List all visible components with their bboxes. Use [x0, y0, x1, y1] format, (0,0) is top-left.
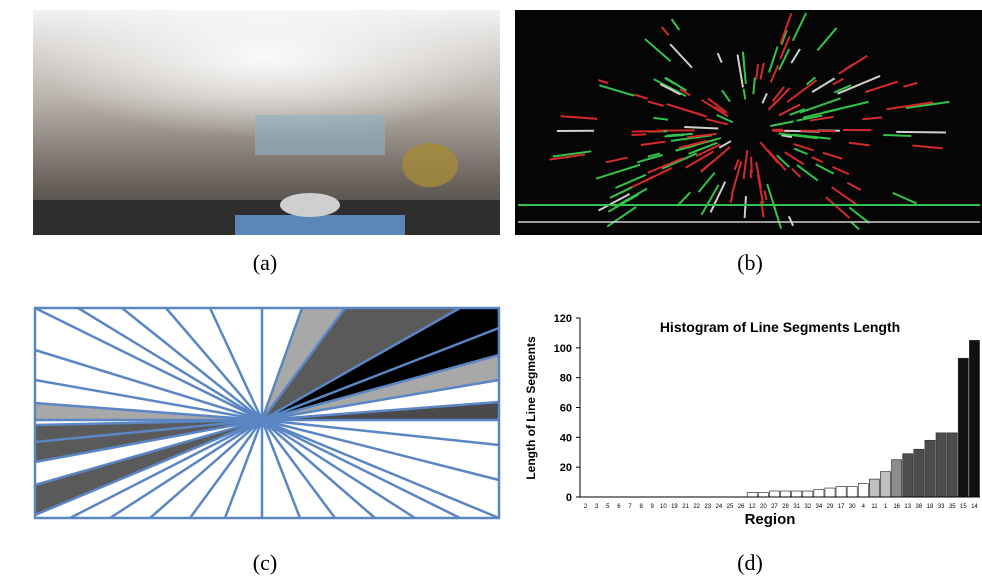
bar: [814, 490, 824, 497]
bar: [869, 479, 879, 497]
y-tick-label: 0: [566, 492, 572, 504]
x-tick-label: 22: [693, 504, 700, 510]
edge-stroke: [896, 132, 946, 133]
radial-diagram: [35, 308, 499, 518]
y-tick-label: 100: [554, 343, 572, 355]
x-tick-label: 20: [760, 504, 767, 510]
bar: [925, 440, 935, 497]
x-tick-label: 13: [904, 504, 911, 510]
x-tick-label: 29: [827, 504, 834, 510]
bar: [758, 493, 768, 497]
x-tick-label: 30: [849, 504, 856, 510]
x-tick-label: 27: [771, 504, 778, 510]
bar: [881, 472, 891, 497]
edge-stroke: [631, 134, 646, 135]
bar: [958, 358, 968, 497]
x-tick-label: 34: [816, 504, 823, 510]
bar: [858, 484, 868, 497]
x-tick-label: 11: [871, 504, 878, 510]
x-tick-label: 6: [617, 504, 621, 510]
bar: [781, 491, 791, 497]
x-tick-label: 7: [628, 504, 632, 510]
y-tick-label: 20: [560, 462, 572, 474]
bar-chart: Histogram of Line Segments Length Region…: [524, 313, 980, 528]
bar: [769, 491, 779, 497]
caption: (c): [253, 550, 277, 575]
y-tick-label: 120: [554, 313, 572, 325]
bar: [903, 454, 913, 497]
x-tick-label: 31: [793, 504, 800, 510]
bar: [947, 433, 957, 497]
x-tick-label: 16: [893, 504, 900, 510]
bar: [836, 487, 846, 497]
x-tick-label: 2: [584, 504, 588, 510]
x-tick-label: 26: [738, 504, 745, 510]
bar: [847, 487, 857, 497]
x-axis-label: Region: [745, 511, 796, 528]
x-tick-label: 25: [727, 504, 734, 510]
bar: [892, 460, 902, 497]
x-tick-label: 5: [606, 504, 610, 510]
x-tick-label: 36: [916, 504, 923, 510]
figure: (a) (b) (c) (d) Histogram of Line Segmen…: [0, 0, 982, 581]
x-tick-label: 18: [927, 504, 934, 510]
bar: [969, 340, 979, 497]
edge-stroke: [883, 135, 911, 136]
bar: [936, 433, 946, 497]
caption: (b): [737, 250, 763, 275]
x-tick-label: 10: [660, 504, 667, 510]
bar: [803, 491, 813, 497]
x-tick-label: 1: [884, 504, 888, 510]
x-tick-label: 12: [749, 504, 756, 510]
edge-stroke: [751, 157, 752, 173]
caption: (a): [253, 250, 277, 275]
x-tick-label: 15: [960, 504, 967, 510]
x-tick-label: 4: [862, 504, 866, 510]
x-tick-label: 3: [595, 504, 599, 510]
x-tick-label: 32: [804, 504, 811, 510]
bar: [914, 449, 924, 497]
edge-stroke: [745, 196, 746, 218]
chart-title: Histogram of Line Segments Length: [660, 319, 900, 335]
y-tick-label: 60: [560, 403, 572, 415]
x-tick-label: 14: [971, 504, 978, 510]
bar: [792, 491, 802, 497]
x-tick-label: 33: [938, 504, 945, 510]
y-tick-label: 80: [560, 373, 572, 385]
x-tick-label: 23: [704, 504, 711, 510]
x-tick-label: 24: [716, 504, 723, 510]
edge-stroke: [743, 53, 744, 67]
x-tick-label: 19: [671, 504, 678, 510]
bar: [825, 488, 835, 497]
caption: (d): [737, 550, 763, 575]
photo-a: [33, 10, 500, 235]
x-tick-label: 8: [639, 504, 643, 510]
edge-image-b: [515, 10, 982, 235]
x-tick-label: 28: [782, 504, 789, 510]
bar: [747, 493, 757, 497]
y-tick-label: 40: [560, 432, 572, 444]
y-axis-label: Length of Line Segments: [524, 336, 538, 480]
x-tick-label: 35: [949, 504, 956, 510]
x-tick-label: 17: [838, 504, 845, 510]
x-tick-label: 21: [682, 504, 689, 510]
x-tick-label: 9: [651, 504, 655, 510]
